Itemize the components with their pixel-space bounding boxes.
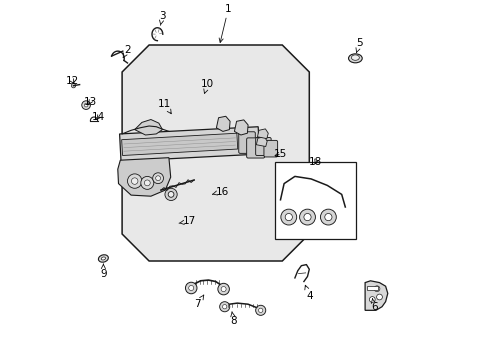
Circle shape (81, 101, 90, 109)
Circle shape (155, 176, 160, 181)
FancyBboxPatch shape (246, 138, 264, 158)
Text: 4: 4 (304, 285, 312, 301)
Circle shape (280, 209, 296, 225)
Circle shape (218, 283, 229, 295)
Text: 17: 17 (179, 216, 196, 226)
Circle shape (258, 308, 263, 312)
Ellipse shape (98, 255, 108, 262)
Text: 18: 18 (308, 157, 322, 167)
Text: 7: 7 (194, 295, 203, 309)
Circle shape (255, 305, 265, 315)
Text: 3: 3 (159, 11, 165, 25)
Text: 12: 12 (66, 76, 79, 86)
Circle shape (324, 213, 331, 221)
Text: 16: 16 (212, 186, 228, 197)
Text: 1: 1 (219, 4, 231, 42)
Circle shape (71, 84, 76, 88)
Ellipse shape (101, 257, 105, 260)
Polygon shape (122, 45, 309, 261)
Circle shape (373, 286, 379, 292)
Circle shape (141, 176, 153, 189)
Text: 15: 15 (273, 149, 286, 159)
Circle shape (222, 305, 226, 309)
Polygon shape (256, 137, 266, 147)
Circle shape (185, 282, 197, 294)
Ellipse shape (348, 54, 362, 63)
Text: 6: 6 (370, 299, 377, 312)
Circle shape (84, 103, 88, 107)
Polygon shape (134, 120, 162, 135)
FancyBboxPatch shape (238, 132, 255, 153)
Polygon shape (120, 127, 259, 161)
Text: 11: 11 (158, 99, 171, 114)
Text: 13: 13 (83, 96, 97, 107)
Polygon shape (216, 116, 230, 131)
Polygon shape (234, 120, 247, 135)
Circle shape (320, 209, 336, 225)
Circle shape (285, 213, 292, 221)
Text: 9: 9 (100, 264, 106, 279)
Circle shape (376, 294, 382, 300)
Circle shape (299, 209, 315, 225)
FancyBboxPatch shape (255, 138, 270, 156)
Text: 14: 14 (92, 112, 105, 122)
Bar (366, 286, 377, 290)
Text: 8: 8 (230, 312, 237, 326)
Polygon shape (122, 133, 237, 156)
Text: 5: 5 (355, 38, 362, 53)
Circle shape (164, 188, 177, 201)
Circle shape (188, 285, 193, 291)
Bar (275, 162, 355, 239)
Text: 2: 2 (123, 45, 131, 58)
Circle shape (168, 192, 174, 197)
Polygon shape (118, 158, 170, 196)
Circle shape (368, 297, 374, 302)
Circle shape (219, 302, 229, 312)
FancyBboxPatch shape (264, 140, 277, 157)
Circle shape (152, 173, 163, 184)
Ellipse shape (351, 55, 359, 60)
Circle shape (144, 180, 150, 186)
Circle shape (127, 174, 142, 188)
Polygon shape (365, 281, 387, 310)
Polygon shape (257, 129, 268, 139)
Circle shape (303, 213, 310, 221)
Circle shape (131, 178, 138, 184)
Circle shape (221, 287, 225, 292)
Text: 10: 10 (201, 78, 214, 94)
